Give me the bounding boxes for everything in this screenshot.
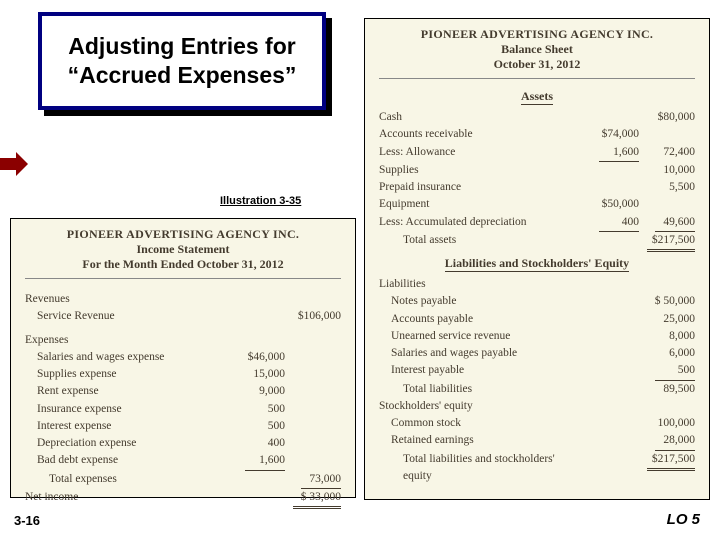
expense-label: Interest expense [25, 418, 229, 435]
statement-title: Balance Sheet [379, 42, 695, 57]
expense-amount: 15,000 [229, 366, 285, 383]
statement-period: For the Month Ended October 31, 2012 [25, 257, 341, 272]
cash-label: Cash [379, 109, 583, 126]
ar-sub: $74,000 [583, 126, 639, 143]
supplies-amount: 10,000 [639, 162, 695, 179]
allowance-net: 72,400 [639, 144, 695, 162]
income-statement-header: PIONEER ADVERTISING AGENCY INC. Income S… [25, 227, 341, 279]
salaries-label: Salaries and wages payable [379, 345, 583, 362]
prepaid-amount: 5,500 [639, 179, 695, 196]
ar-label: Accounts receivable [379, 126, 583, 143]
expense-amount: 400 [229, 435, 285, 452]
prepaid-label: Prepaid insurance [379, 179, 583, 196]
interest-amount: 500 [655, 362, 695, 380]
unearned-label: Unearned service revenue [379, 328, 583, 345]
equity-label: Stockholders' equity [379, 398, 695, 415]
expense-label: Depreciation expense [25, 435, 229, 452]
total-assets-amount: $217,500 [647, 232, 695, 252]
expense-amount: 500 [229, 418, 285, 435]
service-revenue-amount: $106,000 [285, 308, 341, 325]
page-number: 3-16 [14, 513, 40, 528]
statement-title: Income Statement [25, 242, 341, 257]
accdep-label: Less: Accumulated depreciation [379, 214, 583, 232]
equipment-sub: $50,000 [583, 196, 639, 213]
allowance-label: Less: Allowance [379, 144, 583, 162]
allowance-sub: 1,600 [599, 144, 639, 162]
expense-label: Salaries and wages expense [25, 349, 229, 366]
balance-sheet: PIONEER ADVERTISING AGENCY INC. Balance … [364, 18, 710, 500]
interest-label: Interest payable [379, 362, 583, 380]
salaries-amount: 6,000 [639, 345, 695, 362]
total-expenses-amount: 73,000 [301, 471, 341, 489]
liab-equity-heading: Liabilities and Stockholders' Equity [445, 256, 629, 272]
company-name: PIONEER ADVERTISING AGENCY INC. [25, 227, 341, 242]
revenues-label: Revenues [25, 291, 341, 308]
title-box: Adjusting Entries for “Accrued Expenses” [38, 12, 326, 110]
company-name: PIONEER ADVERTISING AGENCY INC. [379, 27, 695, 42]
expense-label: Supplies expense [25, 366, 229, 383]
common-label: Common stock [379, 415, 583, 432]
notes-label: Notes payable [379, 293, 583, 310]
total-liab-amount: 89,500 [639, 381, 695, 398]
net-income-label: Net income [25, 489, 229, 509]
net-income-amount: $ 33,000 [293, 489, 341, 509]
ap-amount: 25,000 [639, 311, 695, 328]
retained-label: Retained earnings [379, 432, 583, 450]
balance-sheet-header: PIONEER ADVERTISING AGENCY INC. Balance … [379, 27, 695, 79]
total-le-label: Total liabilities and stockholders' equi… [379, 451, 583, 486]
expense-amount: 1,600 [245, 452, 285, 470]
expense-amount: 9,000 [229, 383, 285, 400]
expense-amount: $46,000 [229, 349, 285, 366]
expenses-label: Expenses [25, 332, 341, 349]
income-statement: PIONEER ADVERTISING AGENCY INC. Income S… [10, 218, 356, 498]
expense-label: Bad debt expense [25, 452, 229, 470]
equipment-label: Equipment [379, 196, 583, 213]
statement-date: October 31, 2012 [379, 57, 695, 72]
cash-amount: $80,000 [639, 109, 695, 126]
unearned-amount: 8,000 [639, 328, 695, 345]
expense-amount: 500 [229, 401, 285, 418]
accdep-sub: 400 [599, 214, 639, 232]
total-le-amount: $217,500 [647, 451, 695, 471]
liabilities-label: Liabilities [379, 276, 695, 293]
notes-amount: $ 50,000 [639, 293, 695, 310]
arrow-icon [0, 150, 28, 178]
slide-title: Adjusting Entries for “Accrued Expenses” [48, 32, 316, 90]
assets-heading: Assets [521, 89, 553, 105]
ap-label: Accounts payable [379, 311, 583, 328]
expense-label: Insurance expense [25, 401, 229, 418]
service-revenue-label: Service Revenue [25, 308, 229, 325]
supplies-label: Supplies [379, 162, 583, 179]
learning-objective: LO 5 [667, 511, 700, 528]
common-amount: 100,000 [639, 415, 695, 432]
retained-amount: 28,000 [655, 432, 695, 450]
accdep-net: 49,600 [655, 214, 695, 232]
total-assets-label: Total assets [379, 232, 583, 252]
total-expenses-label: Total expenses [25, 471, 229, 489]
illustration-label: Illustration 3-35 [220, 195, 301, 207]
total-liab-label: Total liabilities [379, 381, 583, 398]
expense-label: Rent expense [25, 383, 229, 400]
